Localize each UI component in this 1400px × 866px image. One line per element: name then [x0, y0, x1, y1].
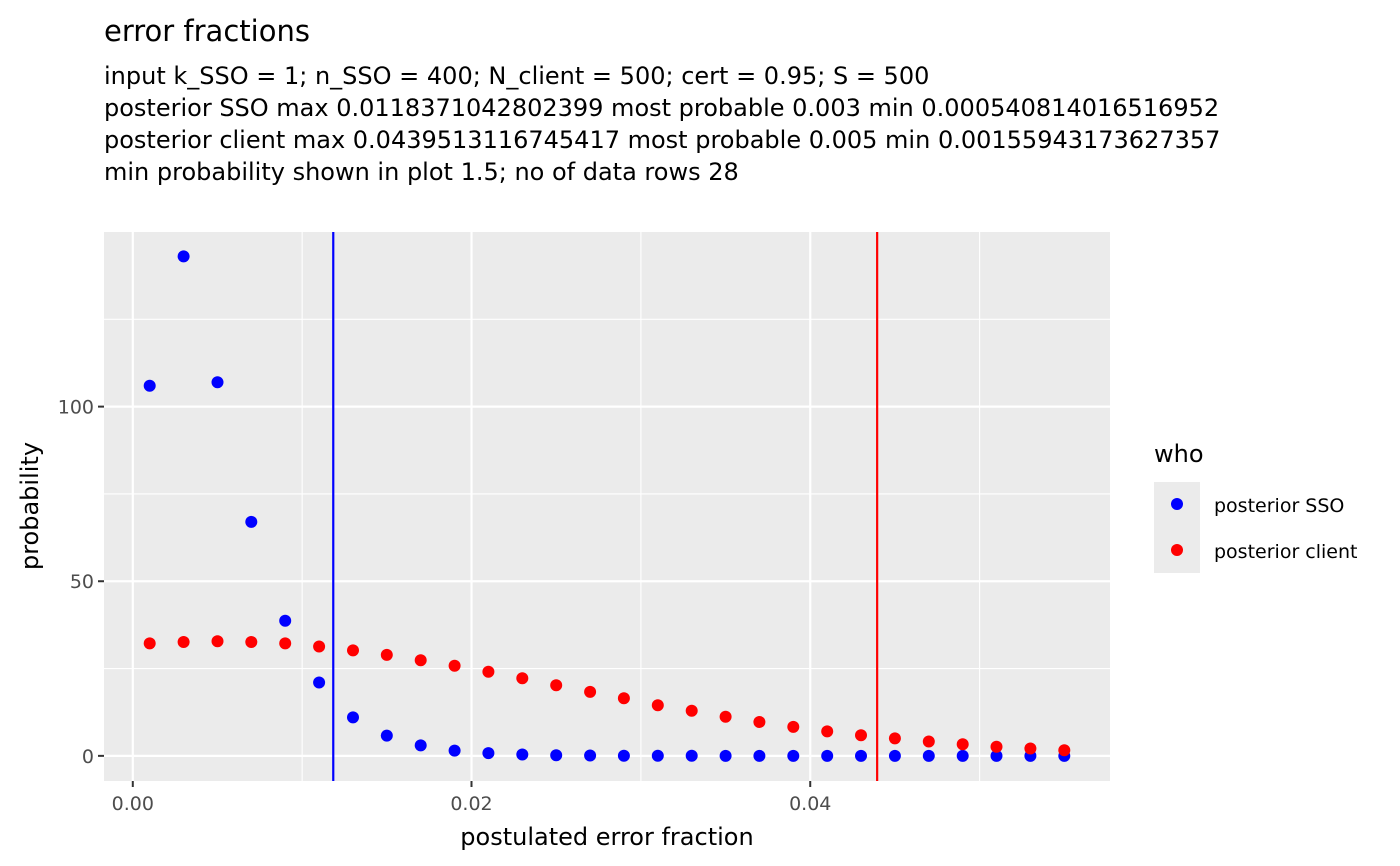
client-point	[380, 648, 393, 661]
client-point	[482, 665, 495, 678]
subtitle-line-4: min probability shown in plot 1.5; no of…	[104, 158, 739, 186]
sso-point	[177, 250, 190, 263]
client-point	[1024, 742, 1037, 755]
major-gridlines	[104, 232, 1110, 781]
legend-key-sso	[1171, 498, 1183, 510]
subtitle-line-3: posterior client max 0.0439513116745417 …	[104, 126, 1220, 154]
client-point	[550, 679, 563, 692]
client-point	[313, 640, 326, 653]
sso-point	[516, 748, 529, 761]
sso-point	[753, 749, 766, 762]
sso-point	[279, 614, 292, 627]
client-point	[245, 636, 258, 648]
client-point	[211, 635, 224, 648]
client-point	[888, 732, 901, 745]
client-point	[787, 720, 800, 733]
sso-point	[482, 747, 495, 760]
client-point	[821, 725, 834, 738]
sso-point	[685, 749, 698, 762]
sso-point	[956, 749, 969, 762]
client-point	[922, 735, 935, 748]
sso-point	[584, 749, 597, 762]
sso-point	[821, 749, 834, 762]
sso-point	[922, 749, 935, 762]
sso-point	[211, 376, 224, 389]
reference-lines	[332, 232, 879, 781]
subtitle-line-2: posterior SSO max 0.0118371042802399 mos…	[104, 94, 1219, 122]
client-point	[414, 654, 427, 667]
sso-point	[719, 749, 732, 762]
y-tick-label: 100	[58, 397, 94, 419]
client-point	[855, 729, 867, 742]
sso-point	[414, 739, 427, 752]
subtitle-line-1: input k_SSO = 1; n_SSO = 400; N_client =…	[104, 62, 929, 90]
sso-point	[380, 729, 393, 742]
client-point	[177, 636, 190, 648]
client-point	[956, 738, 969, 751]
legend-label-client: posterior client	[1214, 541, 1357, 563]
data-points	[143, 250, 1071, 762]
client-point	[685, 704, 698, 717]
y-tick-label: 50	[70, 571, 94, 593]
client-point	[516, 672, 529, 685]
legend-key-background	[1154, 482, 1200, 573]
x-axis-title: postulated error fraction	[460, 823, 753, 851]
client-point	[143, 637, 156, 650]
y-axis: 0 50 100	[58, 397, 104, 768]
x-tick-label: 0.02	[450, 793, 492, 815]
x-tick-label: 0.00	[112, 793, 154, 815]
sso-point	[143, 379, 156, 392]
y-tick-label: 0	[82, 746, 94, 768]
minor-gridlines	[104, 232, 1110, 781]
sso-point	[448, 744, 461, 757]
client-point	[753, 716, 766, 728]
legend: who posterior SSO posterior client	[1154, 440, 1357, 573]
client-point	[448, 659, 461, 672]
legend-key-client	[1171, 544, 1183, 556]
plot-panel	[104, 232, 1110, 781]
legend-label-sso: posterior SSO	[1214, 495, 1344, 517]
sso-point	[550, 749, 563, 762]
chart-title: error fractions	[104, 14, 310, 48]
client-point	[651, 699, 664, 712]
sso-point	[651, 749, 664, 762]
client-point	[279, 637, 292, 650]
x-tick-label: 0.04	[789, 793, 831, 815]
legend-title: who	[1154, 440, 1204, 468]
client-point	[347, 644, 359, 657]
client-point	[617, 692, 630, 705]
sso-point	[888, 749, 901, 762]
y-axis-title: probability	[16, 442, 44, 570]
sso-point	[347, 711, 359, 724]
sso-point	[245, 515, 258, 528]
x-axis: 0.00 0.02 0.04	[112, 781, 831, 815]
sso-point	[990, 749, 1003, 762]
client-point	[1058, 744, 1071, 757]
sso-point	[617, 749, 630, 762]
sso-point	[787, 749, 800, 762]
client-point	[719, 710, 732, 723]
sso-point	[313, 676, 326, 689]
client-point	[990, 740, 1003, 753]
client-point	[584, 685, 597, 698]
sso-point	[855, 749, 867, 762]
